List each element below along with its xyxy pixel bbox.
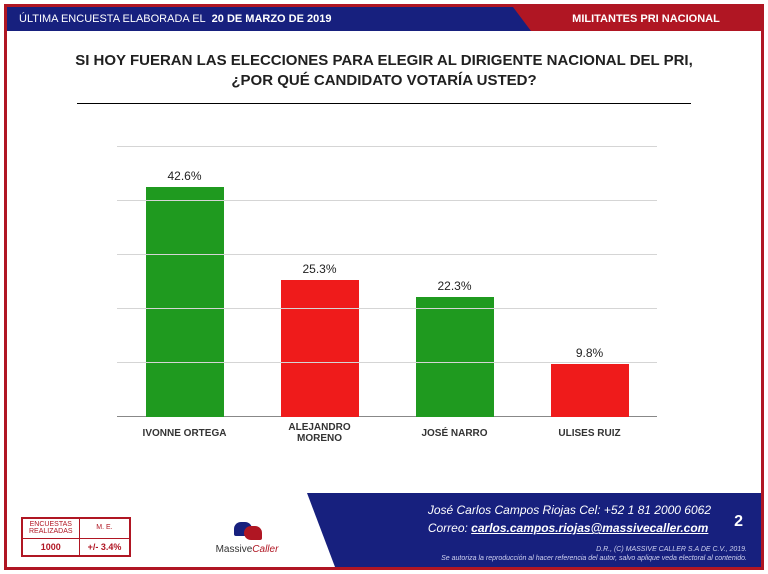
bar-rect [551,364,629,417]
x-axis-label: ULISES RUIZ [545,428,635,439]
bar-rect [416,297,494,417]
bar-rect [146,187,224,417]
title-line1: SI HOY FUERAN LAS ELECCIONES PARA ELEGIR… [47,51,721,71]
x-axis-label: ALEJANDRO MORENO [275,422,365,444]
speech-bubble-icon [230,520,264,542]
bar-value-label: 25.3% [302,262,336,276]
stats-box: ENCUESTASREALIZADAS M. E. 1000 +/- 3.4% [21,517,131,557]
gridline [117,146,657,147]
x-axis-label: IVONNE ORTEGA [140,428,230,439]
contact-phone: +52 1 81 2000 6062 [604,503,711,517]
logo-text: MassiveCaller [207,544,287,555]
page-title: SI HOY FUERAN LAS ELECCIONES PARA ELEGIR… [47,51,721,92]
header-right-banner: MILITANTES PRI NACIONAL [531,7,761,31]
copyright-line1: D.R., (C) MASSIVE CALLER S.A DE C.V., 20… [441,546,747,554]
gridline [117,362,657,363]
bar-chart: 42.6% 25.3% 22.3% 9.8% IVONNE ORTEGA ALEJAND… [117,147,657,447]
title-line2: ¿POR QUÉ CANDIDATO VOTARÍA USTED? [47,71,721,91]
chart-plot: 42.6% 25.3% 22.3% 9.8% [117,147,657,417]
bar-alejandro-moreno: 25.3% [275,262,365,417]
gridline [117,254,657,255]
contact-block: José Carlos Campos Riojas Cel: +52 1 81 … [428,501,711,537]
contact-line1: José Carlos Campos Riojas Cel: +52 1 81 … [428,501,711,519]
stats-v2: +/- 3.4% [79,539,130,556]
logo-word1: Massive [216,544,253,555]
bar-josé-narro: 22.3% [410,279,500,417]
stats-h1: ENCUESTASREALIZADAS [23,518,80,538]
bar-ulises-ruiz: 9.8% [545,346,635,417]
title-underline [77,103,691,104]
copyright: D.R., (C) MASSIVE CALLER S.A DE C.V., 20… [441,546,747,563]
bar-value-label: 9.8% [576,346,603,360]
stats-h2: M. E. [79,518,130,538]
contact-line2: Correo: carlos.campos.riojas@massivecall… [428,519,711,537]
footer-white-panel: ENCUESTASREALIZADAS M. E. 1000 +/- 3.4% … [7,493,307,567]
gridline [117,200,657,201]
copyright-line2: Se autoriza la reproducción al hacer ref… [441,555,747,563]
gridline [117,308,657,309]
stats-v1: 1000 [23,539,80,556]
x-axis-label: JOSÉ NARRO [410,428,500,439]
brand-logo: MassiveCaller [207,520,287,555]
header-date: 20 DE MARZO DE 2019 [212,13,332,25]
bar-ivonne-ortega: 42.6% [140,169,230,417]
page-number: 2 [734,513,743,531]
bar-rect [281,280,359,417]
bar-value-label: 22.3% [437,279,471,293]
contact-email-label: Correo: [428,521,468,535]
header-right-text: MILITANTES PRI NACIONAL [572,13,720,25]
contact-name-label: José Carlos Campos Riojas Cel: [428,503,601,517]
header-left-text: ÚLTIMA ENCUESTA ELABORADA EL [19,13,206,25]
logo-word2: Caller [252,544,278,555]
page-frame: ÚLTIMA ENCUESTA ELABORADA EL 20 DE MARZO… [4,4,764,570]
bars-container: 42.6% 25.3% 22.3% 9.8% [117,147,657,417]
contact-email: carlos.campos.riojas@massivecaller.com [471,521,708,535]
x-axis-labels: IVONNE ORTEGA ALEJANDRO MORENO JOSÉ NARRO U… [117,419,657,447]
bar-value-label: 42.6% [167,169,201,183]
